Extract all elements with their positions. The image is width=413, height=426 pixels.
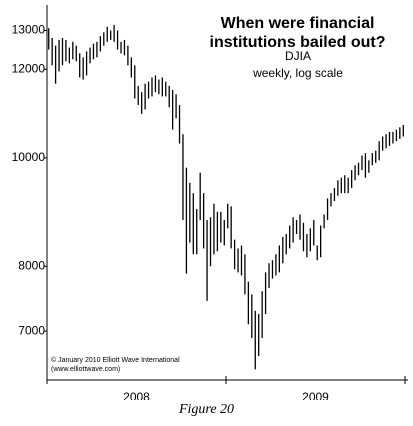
y-tick-label: 8000	[18, 258, 45, 272]
chart-subtitle: DJIA	[285, 49, 311, 63]
y-tick-label: 13000	[12, 23, 46, 37]
y-tick-label: 7000	[18, 323, 45, 337]
chart-note: weekly, log scale	[252, 66, 343, 80]
x-tick-label: 2008	[123, 390, 150, 400]
x-tick-label: 2009	[302, 390, 329, 400]
caption: Figure 20	[178, 402, 235, 417]
y-tick-label: 10000	[12, 150, 46, 164]
chart-title: When were financial institutions bailed …	[209, 15, 386, 51]
y-tick-label: 12000	[12, 62, 46, 76]
credit: (www.elliottwave.com)	[51, 366, 120, 373]
credit: © January 2010 Elliott Wave Internationa…	[51, 356, 180, 364]
chart: DJIA weekly, log scale © January 2010 El…	[12, 5, 408, 400]
